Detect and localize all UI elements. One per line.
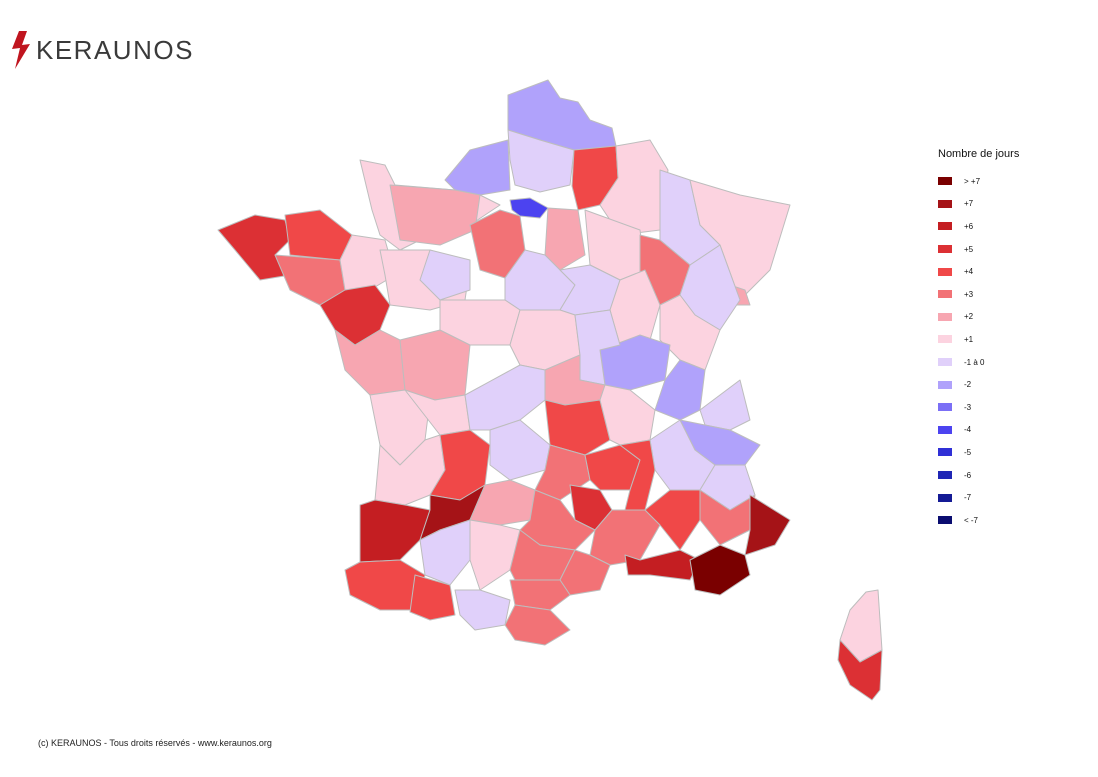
legend-swatch: [938, 290, 952, 299]
department-region: [217, 214, 291, 281]
legend-label: < -7: [964, 515, 979, 525]
department-region: [837, 639, 883, 701]
legend-item: -6: [938, 464, 1019, 487]
legend-items: > +7 +7 +6 +5 +4 +3 +2 +1 -1 à 0 -2 -3 -4 -5 -6 -7 < -7: [938, 170, 1019, 532]
legend-label: -7: [964, 493, 972, 503]
department-region: [464, 364, 546, 431]
legend-item: -4: [938, 419, 1019, 442]
department-region: [359, 499, 431, 563]
legend-swatch: [938, 403, 952, 412]
department-region: [284, 209, 353, 261]
legend-item: < -7: [938, 509, 1019, 532]
legend-item: -5: [938, 441, 1019, 464]
department-region: [544, 207, 586, 271]
legend-swatch: [938, 177, 952, 186]
legend-swatch: [938, 199, 952, 208]
legend-item: -7: [938, 486, 1019, 509]
legend-swatch: [938, 471, 952, 480]
legend-swatch: [938, 358, 952, 367]
legend-label: > +7: [964, 176, 981, 186]
department-region: [689, 179, 791, 301]
department-region: [509, 197, 549, 219]
legend-swatch: [938, 312, 952, 321]
department-region: [699, 379, 751, 431]
map-legend: Nombre de jours > +7 +7 +6 +5 +4 +3 +2 +1 -1 à 0…: [938, 148, 1019, 532]
legend-swatch: [938, 222, 952, 231]
legend-label: +5: [964, 244, 974, 254]
legend-label: +7: [964, 199, 974, 209]
keraunos-logo: KERAUNOS: [10, 30, 194, 70]
department-region: [419, 249, 471, 301]
legend-label: +2: [964, 312, 974, 322]
legend-item: > +7: [938, 170, 1019, 193]
legend-label: +6: [964, 221, 974, 231]
legend-item: +5: [938, 238, 1019, 261]
legend-label: -5: [964, 447, 972, 457]
department-region: [509, 579, 571, 611]
department-region: [409, 574, 456, 621]
lightning-bolt-icon: [12, 31, 30, 69]
brand-name: KERAUNOS: [36, 34, 194, 65]
department-region: [444, 139, 511, 196]
legend-label: +3: [964, 289, 974, 299]
department-region: [507, 129, 575, 193]
legend-swatch: [938, 516, 952, 525]
legend-label: -6: [964, 470, 972, 480]
legend-label: +4: [964, 267, 974, 277]
department-region: [744, 494, 791, 556]
legend-item: +2: [938, 306, 1019, 329]
copyright-footer: (c) KERAUNOS - Tous droits réservés - ww…: [38, 738, 272, 748]
legend-item: +1: [938, 328, 1019, 351]
legend-swatch: [938, 425, 952, 434]
legend-label: -1 à 0: [964, 357, 985, 367]
legend-item: +7: [938, 193, 1019, 216]
legend-label: -3: [964, 402, 972, 412]
legend-item: +3: [938, 283, 1019, 306]
legend-item: +4: [938, 260, 1019, 283]
legend-swatch: [938, 335, 952, 344]
department-region: [454, 589, 511, 631]
legend-item: -3: [938, 396, 1019, 419]
legend-label: -2: [964, 380, 972, 390]
legend-swatch: [938, 448, 952, 457]
legend-title: Nombre de jours: [938, 148, 1020, 160]
legend-swatch: [938, 493, 952, 502]
department-region: [399, 329, 471, 401]
department-region: [489, 419, 551, 481]
legend-swatch: [938, 267, 952, 276]
legend-item: -1 à 0: [938, 351, 1019, 374]
legend-swatch: [938, 380, 952, 389]
department-region: [389, 184, 481, 246]
legend-label: +1: [964, 334, 974, 344]
legend-item: -2: [938, 373, 1019, 396]
legend-swatch: [938, 245, 952, 254]
legend-item: +6: [938, 215, 1019, 238]
department-region: [504, 604, 571, 646]
department-region: [689, 544, 751, 596]
legend-label: -4: [964, 425, 972, 435]
department-region: [334, 329, 406, 396]
